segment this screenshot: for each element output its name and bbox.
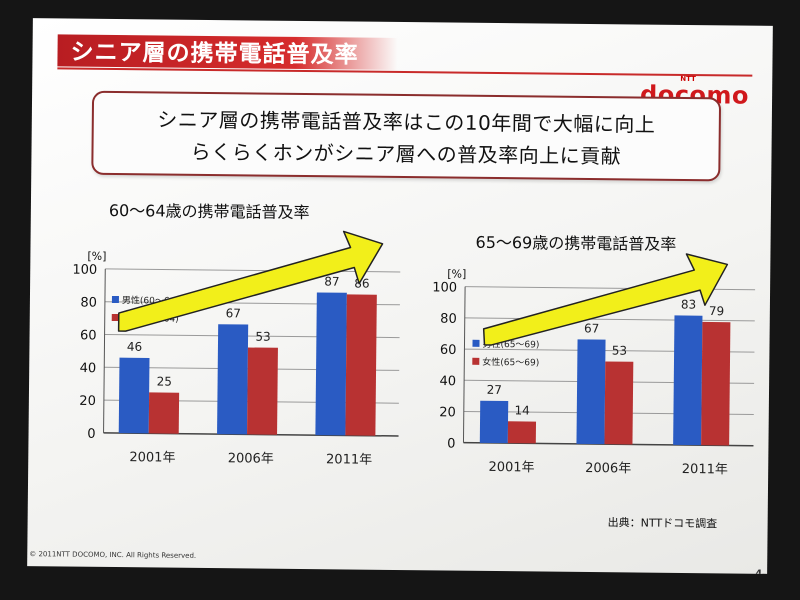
x-tick-label: 2001年 xyxy=(129,450,175,465)
bar xyxy=(701,321,731,446)
x-tick-label: 2001年 xyxy=(488,460,534,475)
page-number: 4 xyxy=(755,569,762,574)
data-label: 53 xyxy=(612,344,627,358)
legend-swatch xyxy=(472,357,480,365)
y-tick-label: 100 xyxy=(432,280,457,295)
y-tick-label: 20 xyxy=(79,394,96,409)
trend-arrow-left xyxy=(117,230,384,332)
y-tick-label: 40 xyxy=(80,361,97,376)
bar xyxy=(479,400,509,444)
y-tick-label: 40 xyxy=(439,374,456,389)
data-label: 53 xyxy=(255,330,270,344)
x-tick-label: 2011年 xyxy=(326,452,372,467)
data-label: 46 xyxy=(127,340,142,354)
bar xyxy=(576,339,606,445)
legend-swatch xyxy=(111,313,119,322)
y-tick-label: 100 xyxy=(72,263,97,278)
data-label: 25 xyxy=(157,374,172,388)
y-tick-label: 80 xyxy=(80,295,97,310)
y-tick-label: 80 xyxy=(440,312,457,327)
data-label: 67 xyxy=(226,306,241,320)
legend-label: 女性(65～69) xyxy=(482,356,539,369)
bar xyxy=(217,324,249,435)
legend-swatch xyxy=(472,339,480,347)
data-label: 83 xyxy=(681,297,696,311)
y-tick-label: 0 xyxy=(87,427,95,442)
bar xyxy=(118,357,150,434)
presentation-slide: シニア層の携帯電話普及率 NTT docomo シニア層の携帯電話普及率はこの1… xyxy=(27,18,773,574)
source-note: 出典：NTTドコモ調査 xyxy=(607,516,718,531)
x-tick-label: 2006年 xyxy=(228,451,274,466)
bar xyxy=(247,347,278,435)
data-label: 14 xyxy=(514,403,529,417)
bar xyxy=(315,292,347,436)
data-label: 67 xyxy=(584,321,599,335)
y-tick-label: 0 xyxy=(447,437,455,452)
y-axis-unit: [%] xyxy=(447,267,466,280)
y-tick-label: 20 xyxy=(439,405,456,420)
bar xyxy=(345,294,377,436)
bar xyxy=(604,361,634,445)
data-label: 87 xyxy=(324,275,339,289)
bar xyxy=(507,421,537,444)
gridline xyxy=(105,268,401,273)
data-label: 27 xyxy=(487,383,502,397)
y-axis xyxy=(103,268,106,433)
trend-arrows xyxy=(117,230,729,346)
x-tick-label: 2006年 xyxy=(585,461,631,476)
data-label: 79 xyxy=(709,304,724,318)
x-tick-label: 2011年 xyxy=(682,462,728,477)
trend-arrow-right xyxy=(482,253,729,346)
bar xyxy=(673,315,703,446)
legend-swatch xyxy=(111,295,119,304)
bar xyxy=(148,392,180,434)
y-tick-label: 60 xyxy=(80,328,97,343)
y-axis-unit: [%] xyxy=(87,250,106,263)
chart-65-69: 0 20 40 60 80 100[%] 27 14 2001年 67 53 2006年 83 79 201… xyxy=(432,267,756,477)
y-tick-label: 60 xyxy=(440,343,457,358)
y-axis xyxy=(462,286,466,443)
gridline xyxy=(464,317,755,322)
